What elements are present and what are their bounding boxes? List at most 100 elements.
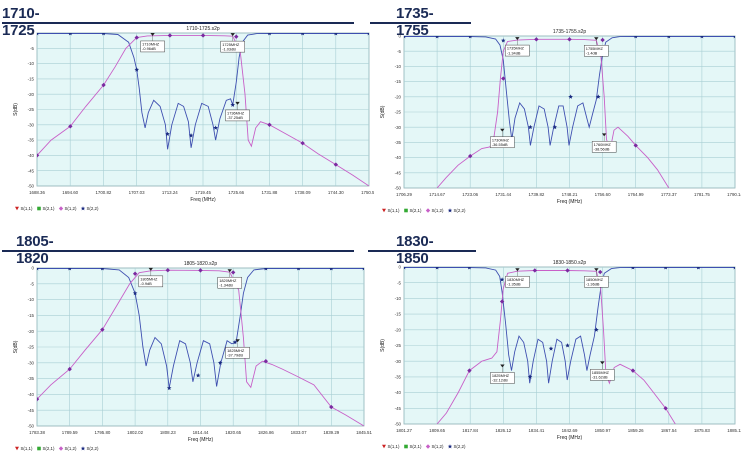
data-point-s12 xyxy=(134,35,139,40)
y-tick-label: -20 xyxy=(395,327,402,332)
data-point-s21 xyxy=(267,33,272,36)
legend-label: S(1,2) xyxy=(432,444,444,449)
y-tick-label: -30 xyxy=(28,122,35,127)
chart-heading: 1735-1755 xyxy=(396,5,434,39)
diamond-icon xyxy=(58,206,64,211)
data-point-s21 xyxy=(367,33,369,36)
x-tick-label: 1764.99 xyxy=(628,192,644,197)
x-tick-label: 1719.45 xyxy=(195,190,211,195)
marker-label: 1710MHZ xyxy=(142,42,160,47)
data-point-s12 xyxy=(565,268,570,273)
heading-underline xyxy=(2,250,354,252)
y-tick-label: -45 xyxy=(28,168,35,173)
marker-box xyxy=(584,276,609,288)
y-tick-label: -15 xyxy=(28,77,35,82)
star-icon xyxy=(80,446,86,451)
plot-series xyxy=(404,36,735,188)
marker-label: 1825MHZ xyxy=(227,348,245,353)
x-tick-label: 1795.80 xyxy=(94,430,110,435)
x-tick-label: 1826.86 xyxy=(258,430,274,435)
data-point-s21 xyxy=(362,268,364,271)
x-tick-label: 1738.09 xyxy=(295,190,311,195)
y-axis-label: S(dB) xyxy=(13,340,19,353)
y-tick-label: -50 xyxy=(28,184,35,189)
marker-label: 1760MHZ xyxy=(594,142,612,147)
y-tick-label: -25 xyxy=(28,345,35,350)
legend-label: S(1,2) xyxy=(65,206,77,211)
marker-triangle xyxy=(500,364,505,368)
legend-label: S(2,1) xyxy=(43,446,55,451)
data-point-s21 xyxy=(134,67,139,72)
x-tick-label: 1817.84 xyxy=(462,428,478,433)
chart-heading: 1805-1820 xyxy=(16,233,54,267)
marker-triangle xyxy=(235,101,240,105)
data-point-s21 xyxy=(596,94,601,99)
data-point-s21 xyxy=(37,268,39,271)
file-title: 1805-1820.s2p xyxy=(184,261,218,267)
data-point-s21 xyxy=(213,125,218,130)
square-icon xyxy=(404,208,408,213)
y-axis-label: S(dB) xyxy=(380,105,386,118)
y-tick-label: 0 xyxy=(399,265,402,270)
data-point-s21 xyxy=(468,36,473,39)
marker-triangle xyxy=(601,133,607,137)
x-tick-label: 1731.88 xyxy=(261,190,277,195)
data-point-s12 xyxy=(101,82,106,88)
star-icon xyxy=(80,206,86,211)
y-tick-label: -50 xyxy=(395,186,402,191)
data-point-s21 xyxy=(100,268,105,271)
marker-box xyxy=(138,275,164,288)
square-icon xyxy=(37,206,41,211)
x-axis-label: Freq (MHz) xyxy=(557,435,583,441)
x-tick-label: 1885.11 xyxy=(727,428,741,433)
y-tick-label: 0 xyxy=(399,34,402,39)
marker-triangle xyxy=(148,267,153,271)
marker-label: -0.96dB xyxy=(142,46,156,51)
x-tick-label: 1801.27 xyxy=(396,428,412,433)
marker-label: -1.4dB xyxy=(586,50,598,55)
data-point-s21 xyxy=(101,33,106,36)
y-tick-label: -10 xyxy=(395,64,402,69)
marker-label: 1725MHZ xyxy=(222,42,240,47)
y-tick-label: -20 xyxy=(28,329,35,334)
data-point-s21 xyxy=(501,38,506,43)
legend-label: S(2,1) xyxy=(410,208,422,213)
data-point-s12 xyxy=(37,153,40,158)
marker-label: -1.36dB xyxy=(586,281,600,286)
data-point-s21 xyxy=(527,374,533,379)
data-point-s12 xyxy=(132,271,138,276)
heading-underline xyxy=(368,250,476,252)
marker-label: -31.62dB xyxy=(592,375,608,380)
data-point-s21 xyxy=(568,94,573,99)
x-tick-label: 1739.82 xyxy=(528,192,544,197)
y-tick-label: -5 xyxy=(30,281,34,286)
legend-label: S(1,2) xyxy=(65,446,77,451)
marker-triangle xyxy=(235,339,240,343)
data-point-s21 xyxy=(404,267,406,270)
x-tick-label: 1756.60 xyxy=(595,192,611,197)
down-triangle-icon xyxy=(15,446,19,451)
marker-box xyxy=(220,40,245,53)
x-tick-label: 1706.29 xyxy=(396,192,412,197)
y-tick-label: -30 xyxy=(28,360,35,365)
chart-1735-1755: 1735-1755.s2p 1706.29 1714.67 1723.06 1731.4… xyxy=(380,29,741,213)
y-tick-label: 0 xyxy=(32,266,35,271)
y-tick-label: -25 xyxy=(28,107,35,112)
y-tick-label: -5 xyxy=(30,46,34,51)
marker-triangle xyxy=(600,361,605,365)
marker-label: -1.34dB xyxy=(507,50,521,55)
y-tick-label: -45 xyxy=(28,408,35,413)
marker-label: 1820MHZ xyxy=(219,278,237,283)
data-point-s21 xyxy=(37,33,39,36)
y-tick-label: 0 xyxy=(32,31,35,36)
marker-box xyxy=(591,141,617,153)
data-point-s12 xyxy=(501,76,506,81)
marker-box xyxy=(490,372,515,384)
marker-label: -1.03dB xyxy=(222,46,236,51)
star-icon xyxy=(447,444,453,449)
x-tick-label: 1707.03 xyxy=(129,190,145,195)
x-tick-label: 1809.65 xyxy=(429,428,445,433)
marker-box xyxy=(584,45,609,57)
marker-label: -37.25dB xyxy=(227,115,243,120)
x-tick-label: 1820.65 xyxy=(225,430,241,435)
